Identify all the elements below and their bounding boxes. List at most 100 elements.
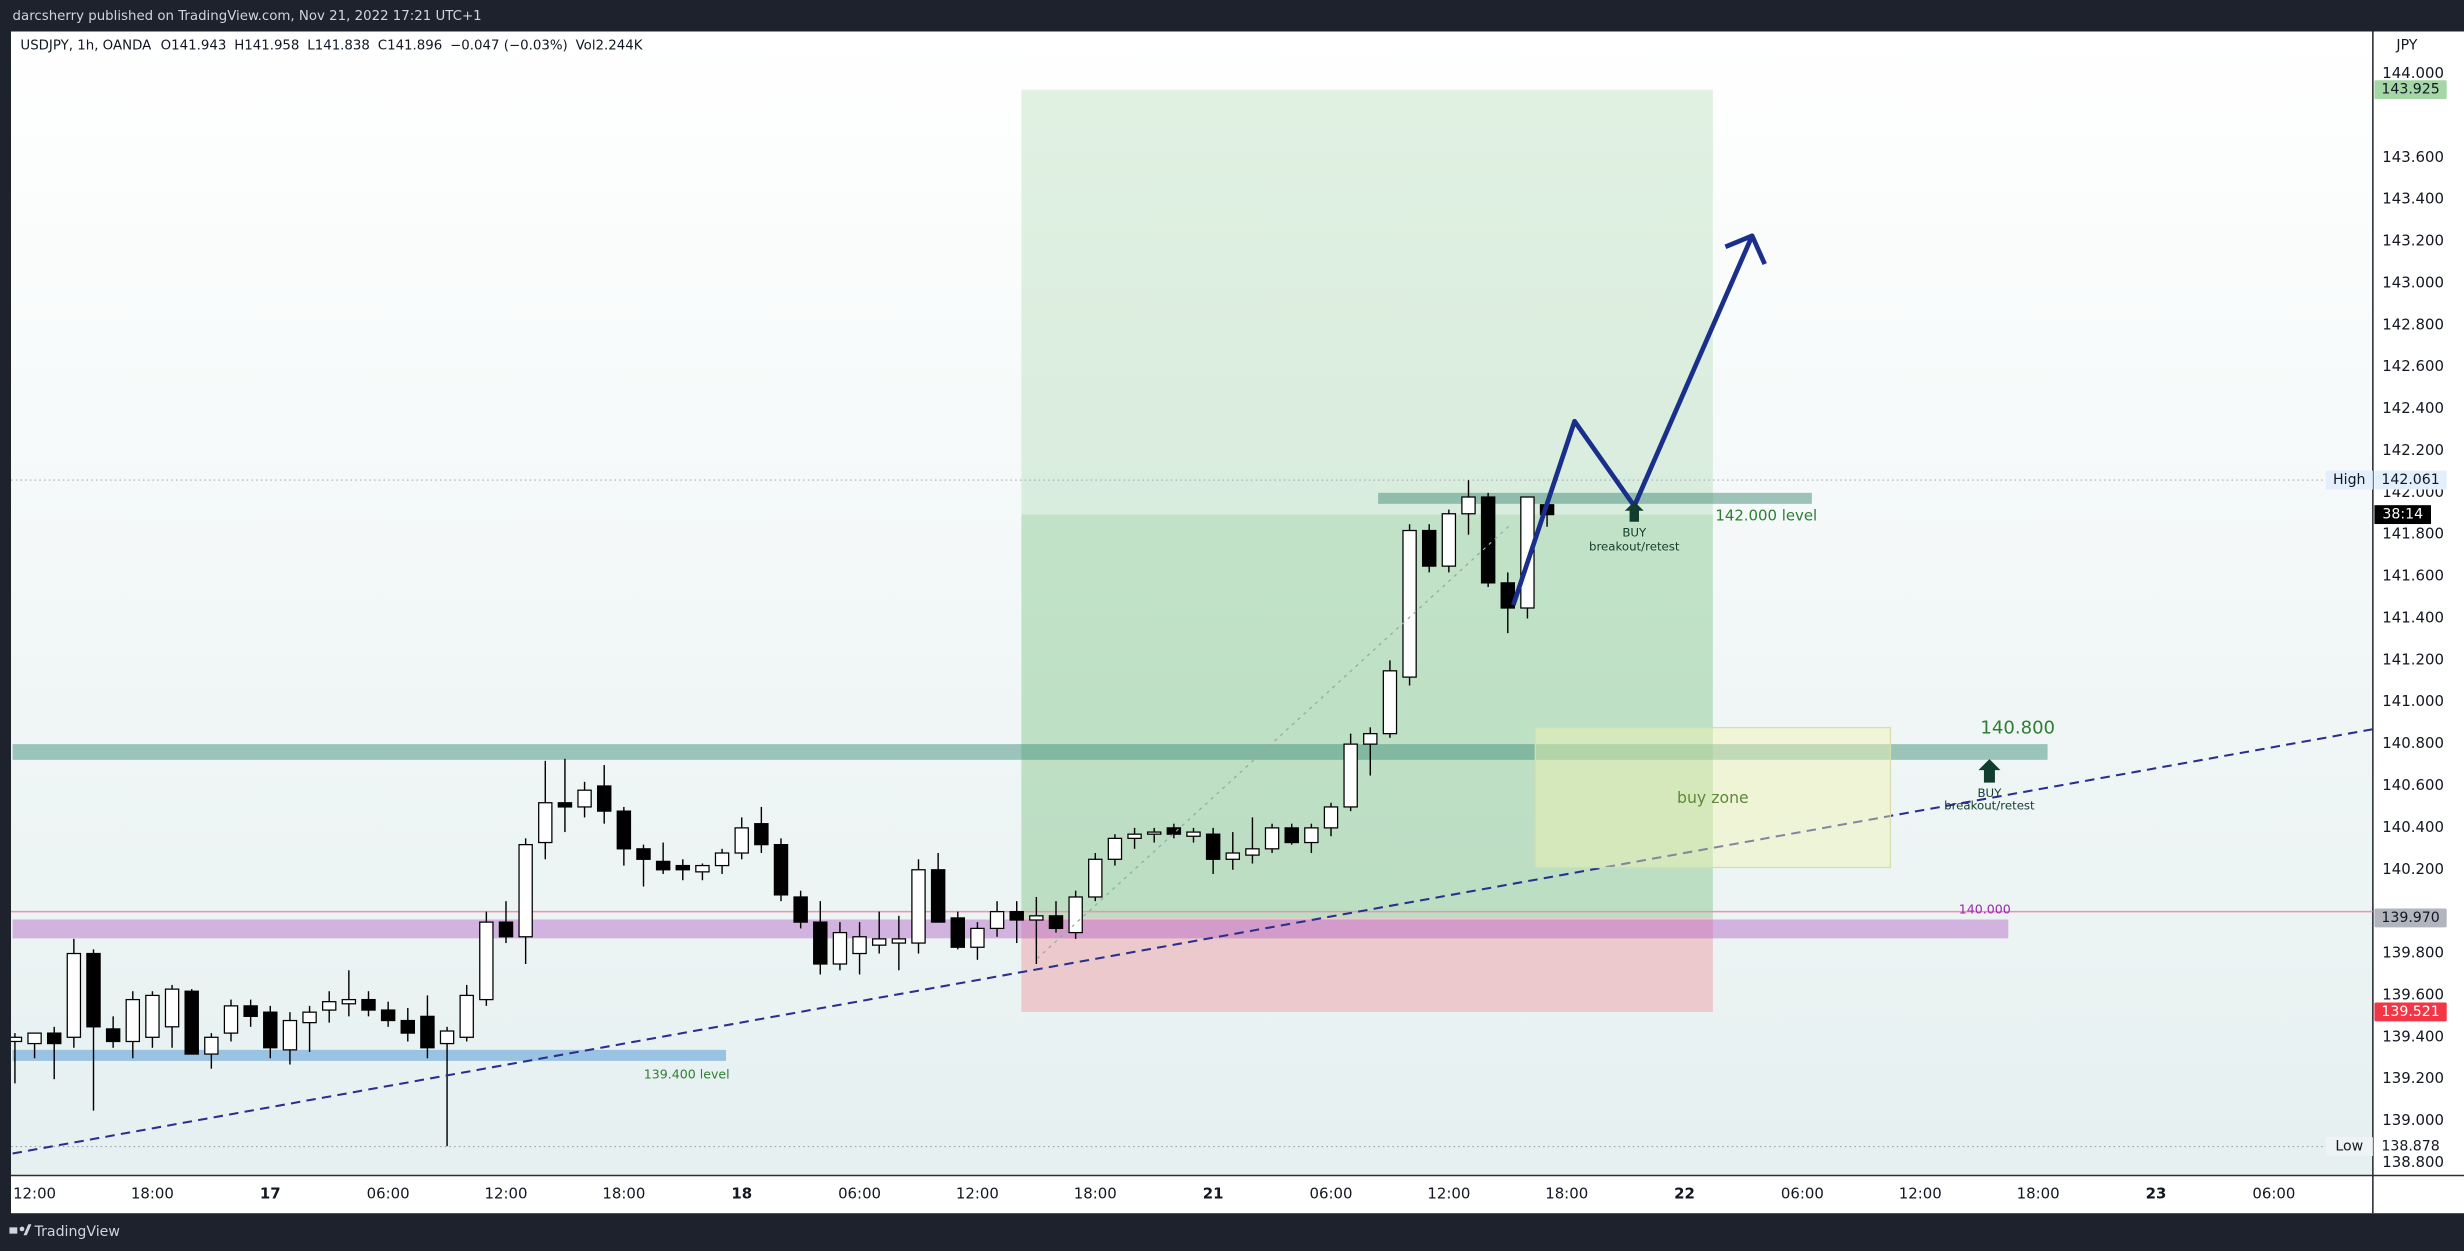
- y-tick-label: 142.200: [2382, 441, 2444, 459]
- y-tick-label: 143.600: [2382, 148, 2444, 166]
- open-profit: [1021, 514, 1713, 918]
- y-tick-label: 139.400: [2382, 1027, 2444, 1045]
- candle-body: [950, 917, 966, 948]
- x-tick-label: 22: [1674, 1184, 1695, 1202]
- candle-body: [911, 869, 926, 944]
- y-tick-label: 140.600: [2382, 776, 2444, 794]
- candle-body: [11, 1036, 23, 1043]
- x-tick-label: 18:00: [131, 1184, 174, 1202]
- candle-body: [1363, 733, 1378, 745]
- y-tick-label: 142.800: [2382, 315, 2444, 333]
- candle-body: [380, 1009, 396, 1022]
- candle-body: [1146, 831, 1162, 835]
- candle-body: [1264, 827, 1280, 850]
- candle-body: [1343, 743, 1358, 808]
- x-tick-label: 06:00: [838, 1184, 881, 1202]
- y-tick-label: 139.800: [2382, 944, 2444, 962]
- logo-shape: [9, 1227, 18, 1234]
- y-tick-label: 141.400: [2382, 608, 2444, 626]
- candle-body: [1323, 806, 1339, 829]
- level-label: 140.800: [1980, 717, 2055, 738]
- candle-body: [538, 802, 553, 844]
- candle-body: [204, 1036, 219, 1055]
- legend: USDJPY, 1h, OANDA O141.943 H141.958 L141.83…: [20, 39, 643, 54]
- candle-body: [714, 852, 730, 867]
- candle-body: [439, 1030, 455, 1045]
- candle-body: [695, 864, 710, 873]
- level-zone: [1378, 492, 1812, 504]
- y-tick-label: 141.200: [2382, 650, 2444, 668]
- y-tick-label: 139.600: [2382, 985, 2444, 1003]
- candle-body: [655, 860, 671, 871]
- high-name: High: [2333, 472, 2365, 488]
- projection-path: [1511, 234, 1755, 606]
- y-tick-label: 139.000: [2382, 1111, 2444, 1129]
- x-tick-label: 18:00: [2017, 1184, 2060, 1202]
- candle-body: [302, 1011, 317, 1024]
- candle-body: [1225, 852, 1241, 860]
- y-tick-label: 143.400: [2382, 190, 2444, 208]
- candle-body: [400, 1019, 416, 1034]
- x-tick-label: 12:00: [13, 1184, 56, 1202]
- legend-value: −0.047 (−0.03%): [450, 39, 568, 54]
- candle-body: [223, 1005, 239, 1034]
- candle-body: [1088, 858, 1103, 898]
- buy-label: BUY: [1977, 786, 2002, 800]
- candle-body: [27, 1032, 42, 1045]
- x-tick-label: 06:00: [367, 1184, 410, 1202]
- y-tick-label: 142.400: [2382, 399, 2444, 417]
- candle-body: [1068, 896, 1083, 934]
- candle-body: [1284, 827, 1299, 844]
- candle-body: [1304, 827, 1319, 844]
- y-tick-label: 141.800: [2382, 525, 2444, 543]
- level-zone: [12, 744, 2048, 760]
- x-tick-label: 12:00: [1427, 1184, 1470, 1202]
- candle-body: [557, 802, 573, 808]
- target-badge: [2374, 80, 2447, 100]
- level-label: 140.000: [1959, 902, 2011, 917]
- y-tick-label: 141.000: [2382, 692, 2444, 710]
- candle-body: [1245, 848, 1260, 856]
- candle-body: [813, 921, 828, 965]
- overlay: [9, 233, 2374, 1236]
- y-tick-label: 141.600: [2382, 567, 2444, 585]
- candle-body: [1421, 529, 1437, 567]
- candle-body: [164, 988, 180, 1028]
- time-axis: [11, 1175, 2464, 1214]
- candle-body: [1382, 670, 1398, 735]
- legend-value: H141.958: [234, 39, 299, 54]
- x-tick-label: 06:00: [2252, 1184, 2295, 1202]
- candle-body: [636, 848, 651, 860]
- countdown: 38:14: [2382, 507, 2423, 523]
- x-tick-label: 21: [1203, 1184, 1224, 1202]
- candle-body: [989, 911, 1005, 930]
- candle-body: [871, 938, 887, 946]
- plot: [11, 89, 2373, 1148]
- buy-note: breakout/retest: [1944, 799, 2035, 813]
- candle-body: [46, 1032, 62, 1045]
- stop-badge: [2374, 1002, 2447, 1022]
- high-badge: [2374, 470, 2447, 490]
- buy-label: BUY: [1622, 525, 1647, 539]
- candle-body: [1166, 827, 1182, 835]
- target-badge-label: 143.925: [2381, 82, 2439, 98]
- high-badge-label: 142.061: [2381, 472, 2439, 488]
- x-tick-label: 12:00: [1899, 1184, 1942, 1202]
- buy-zone-label: buy zone: [1677, 788, 1749, 807]
- x-tick-label: 18:00: [602, 1184, 645, 1202]
- entry-badge-label: 139.970: [2381, 910, 2439, 926]
- symbol: USDJPY, 1h, OANDA: [20, 39, 152, 54]
- candle-body: [518, 844, 533, 938]
- candle-body: [1520, 496, 1535, 609]
- candle-body: [1009, 911, 1024, 921]
- axis-unit: JPY: [2395, 38, 2417, 54]
- high-name-box: [2325, 470, 2373, 490]
- y-tick-label: 143.200: [2382, 232, 2444, 250]
- candle-body: [341, 998, 357, 1005]
- candle-body: [361, 998, 376, 1011]
- x-tick-label: 18: [731, 1184, 752, 1202]
- price-axis: [2372, 31, 2464, 1176]
